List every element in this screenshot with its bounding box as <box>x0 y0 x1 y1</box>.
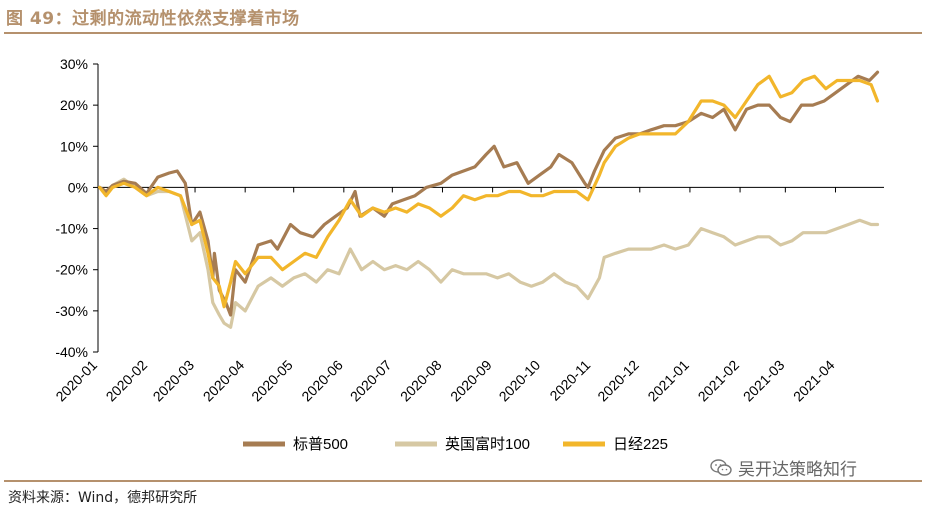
figure-title: 图 49：过剩的流动性依然支撑着市场 <box>6 9 300 29</box>
legend-label: 英国富时100 <box>445 435 530 453</box>
series-line-ftse100 <box>98 177 880 329</box>
x-tick-label: 2020-10 <box>496 357 544 405</box>
x-tick-label: 2020-08 <box>397 357 445 405</box>
x-tick-label: 2020-11 <box>546 357 593 404</box>
top-divider <box>4 32 922 34</box>
x-tick-label: 2021-01 <box>644 357 692 405</box>
legend-label: 日经225 <box>613 436 668 453</box>
y-tick-label: -40% <box>55 344 88 360</box>
x-tick-label: 2020-07 <box>347 357 395 405</box>
line-chart: 30%20%10%0%-10%-20%-30%-40%2020-01 2020-0… <box>52 56 884 453</box>
y-tick-label: 0% <box>68 179 88 195</box>
x-tick-label: 2021-03 <box>740 357 788 405</box>
y-tick-label: -30% <box>55 303 88 319</box>
bottom-divider <box>4 480 922 482</box>
x-tick-label: 2020-04 <box>200 357 248 405</box>
x-tick-label: 2020-06 <box>298 357 346 405</box>
figure-header: 图 49：过剩的流动性依然支撑着市场 <box>6 4 300 30</box>
x-tick-label: 2020-12 <box>594 357 642 405</box>
y-tick-label: -10% <box>55 221 88 237</box>
x-tick-label: 2020-09 <box>447 357 495 405</box>
x-tick-label: 2020-05 <box>248 357 296 405</box>
x-tick-label: 2020-03 <box>150 357 198 405</box>
chart-legend: 标普500 英国富时100 日经225 <box>243 435 668 453</box>
x-tick-label: 2020-01 <box>52 357 100 405</box>
watermark: 吴开达策略知行 <box>710 455 857 480</box>
y-tick-label: 30% <box>60 56 88 72</box>
x-tick-label: 2020-02 <box>103 357 151 405</box>
series-line-nikkei225 <box>98 74 880 309</box>
series-line-sp500 <box>98 70 880 317</box>
chart-series <box>98 70 880 329</box>
legend-label: 标普500 <box>293 436 348 453</box>
watermark-text: 吴开达策略知行 <box>738 460 857 480</box>
source-note: 资料来源：Wind，德邦研究所 <box>8 490 198 506</box>
wechat-icon <box>710 458 732 476</box>
y-tick-label: -20% <box>55 262 88 278</box>
x-tick-label: 2021-04 <box>790 357 838 405</box>
y-tick-label: 10% <box>60 138 88 154</box>
y-tick-label: 20% <box>60 97 88 113</box>
x-tick-label: 2021-02 <box>695 357 743 405</box>
chart-axes: 30%20%10%0%-10%-20%-30%-40%2020-01 2020-0… <box>52 56 884 404</box>
